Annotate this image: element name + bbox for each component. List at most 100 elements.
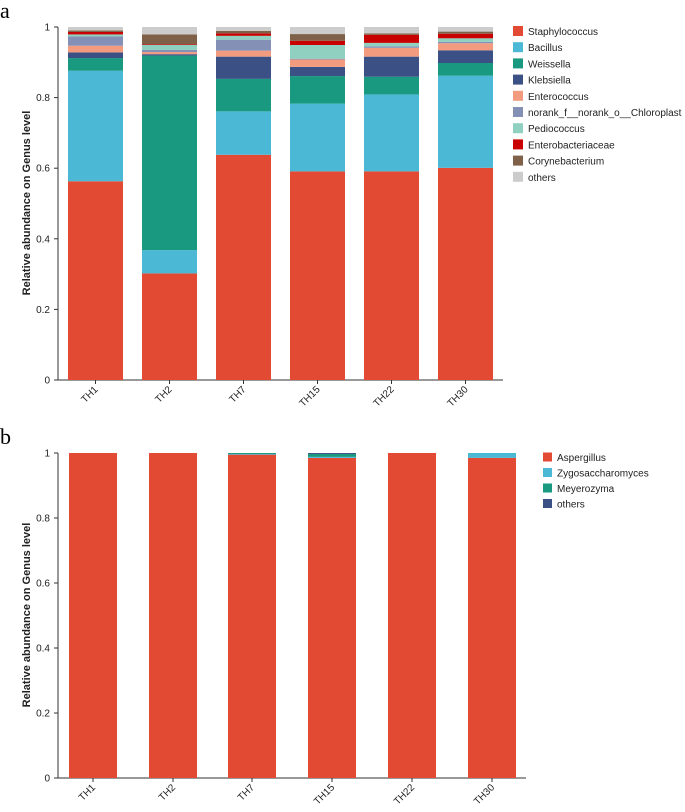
panel-a-chart: a 0 0.2 0.4 0.6 0.8 1 Relative abundance on Gen… [0, 0, 682, 409]
y-tick-label: 0 [44, 376, 50, 387]
y-tick-label: 0.2 [36, 305, 50, 316]
x-tick-label: TH1 [79, 384, 100, 405]
bar-segment-others [290, 27, 345, 35]
bar-segment-klebsiella [216, 56, 271, 79]
legend-label: Enterococcus [528, 92, 589, 103]
bar-segment-bacillus [290, 103, 345, 172]
bar-segment-weissella [290, 76, 345, 104]
bar-segment-staphylococcus [216, 154, 271, 380]
legend-swatch [543, 468, 552, 477]
bar-segment-zygosaccharomyces [308, 456, 356, 458]
bar-segment-pediococcus [142, 45, 197, 50]
y-axis-title: Relative abundance on Genus level [21, 111, 33, 296]
bar-segment-enterococcus [364, 47, 419, 57]
bar-segment-corynebacterium [142, 34, 197, 45]
bar-segment-staphylococcus [364, 171, 419, 380]
legend-swatch [513, 171, 523, 182]
bar-segment-others [142, 27, 197, 35]
legend-label: Staphylococcus [528, 27, 598, 38]
x-tick-label: TH22 [372, 384, 397, 409]
legend-swatch [513, 90, 523, 101]
panel-letter: a [0, 0, 10, 23]
bar-segment-zygosaccharomyces [468, 453, 516, 458]
bar-segment-norank-f-norank-o-chloroplast [438, 41, 493, 44]
panel-b-chart: b 0 0.2 0.4 0.6 0.8 1 Relative abundance on Gen… [0, 424, 649, 807]
bar-segment-weissella [142, 55, 197, 251]
bar-segment-norank-f-norank-o-chloroplast [290, 58, 345, 60]
bar-segment-klebsiella [142, 54, 197, 56]
y-tick-label: 0.4 [36, 234, 50, 245]
y-tick-label: 0.2 [36, 709, 50, 720]
bar-segment-norank-f-norank-o-chloroplast [364, 46, 419, 48]
x-tick-label: TH2 [157, 782, 178, 803]
x-tick-label: TH15 [298, 384, 323, 409]
x-tick-label: TH2 [153, 384, 174, 405]
y-tick-label: 0 [44, 774, 50, 785]
legend-swatch [543, 499, 552, 508]
bar-segment-aspergillus [228, 454, 276, 778]
bar-segment-bacillus [142, 250, 197, 274]
bar-segment-enterobacteriaceae [290, 40, 345, 46]
legend-swatch [513, 155, 523, 166]
bar-segment-enterococcus [438, 43, 493, 51]
legend-label: Meyerozyma [557, 484, 615, 495]
bar-segment-weissella [364, 76, 419, 95]
bar-segment-norank-f-norank-o-chloroplast [216, 39, 271, 51]
bar-segment-meyerozyma [228, 453, 276, 454]
bar-segment-enterococcus [68, 45, 123, 53]
x-tick-label: TH1 [77, 782, 98, 803]
legend-label: Bacillus [528, 43, 562, 54]
bar-segment-enterococcus [290, 59, 345, 67]
bar-segment-pediococcus [290, 45, 345, 59]
bar-segment-others [216, 27, 271, 31]
legend-swatch [513, 26, 523, 36]
legend-label: Aspergillus [557, 453, 606, 464]
legend-label: Pediococcus [528, 124, 585, 135]
bar-segment-weissella [68, 58, 123, 71]
legend-label: Corynebacterium [528, 157, 604, 168]
bar-segment-others [308, 453, 356, 454]
y-axis-title: Relative abundance on Genus level [21, 523, 33, 708]
legend-swatch [513, 107, 523, 117]
bar-segment-staphylococcus [142, 273, 197, 380]
bar-segment-corynebacterium [364, 33, 419, 35]
bar-segment-bacillus [364, 94, 419, 172]
bar-segment-pediococcus [68, 34, 123, 37]
x-tick-label: TH30 [472, 782, 497, 807]
bar-segment-staphylococcus [290, 171, 345, 380]
x-tick-label: TH7 [227, 384, 248, 405]
legend-label: norank_f__norank_o__Chloroplast [528, 108, 682, 119]
x-tick-label: TH30 [446, 384, 471, 409]
legend-label: Enterobacteriaceae [528, 140, 615, 151]
y-tick-label: 0.8 [36, 93, 50, 104]
bar-segment-corynebacterium [290, 34, 345, 41]
y-tick-label: 0.4 [36, 644, 50, 655]
bar-segment-staphylococcus [68, 181, 123, 380]
legend-label: others [528, 173, 556, 184]
panel-letter: b [0, 424, 11, 449]
bar-segment-klebsiella [68, 52, 123, 59]
bar-segment-aspergillus [388, 453, 436, 778]
legend-label: Klebsiella [528, 76, 571, 87]
y-tick-label: 0.6 [36, 579, 50, 590]
bar-segment-klebsiella [290, 66, 345, 77]
bar-segment-bacillus [438, 75, 493, 168]
y-tick-label: 1 [44, 23, 50, 34]
bar-segment-enterobacteriaceae [438, 33, 493, 39]
bar-segment-aspergillus [69, 453, 117, 778]
y-tick-label: 1 [44, 449, 50, 460]
bar-segment-klebsiella [364, 56, 419, 77]
bar-segment-enterobacteriaceae [364, 34, 419, 43]
bar-segment-aspergillus [468, 457, 516, 778]
y-tick-label: 0.6 [36, 164, 50, 175]
bar-segment-aspergillus [308, 457, 356, 778]
bar-segment-zygosaccharomyces [228, 453, 276, 455]
legend-swatch [513, 139, 523, 150]
bar-segment-pediococcus [216, 35, 271, 40]
bar-segment-weissella [216, 78, 271, 112]
bar-segment-bacillus [216, 111, 271, 155]
legend-label: Zygosaccharomyces [557, 469, 649, 480]
bar-segment-corynebacterium [438, 31, 493, 34]
bar-segment-enterobacteriaceae [68, 31, 123, 35]
